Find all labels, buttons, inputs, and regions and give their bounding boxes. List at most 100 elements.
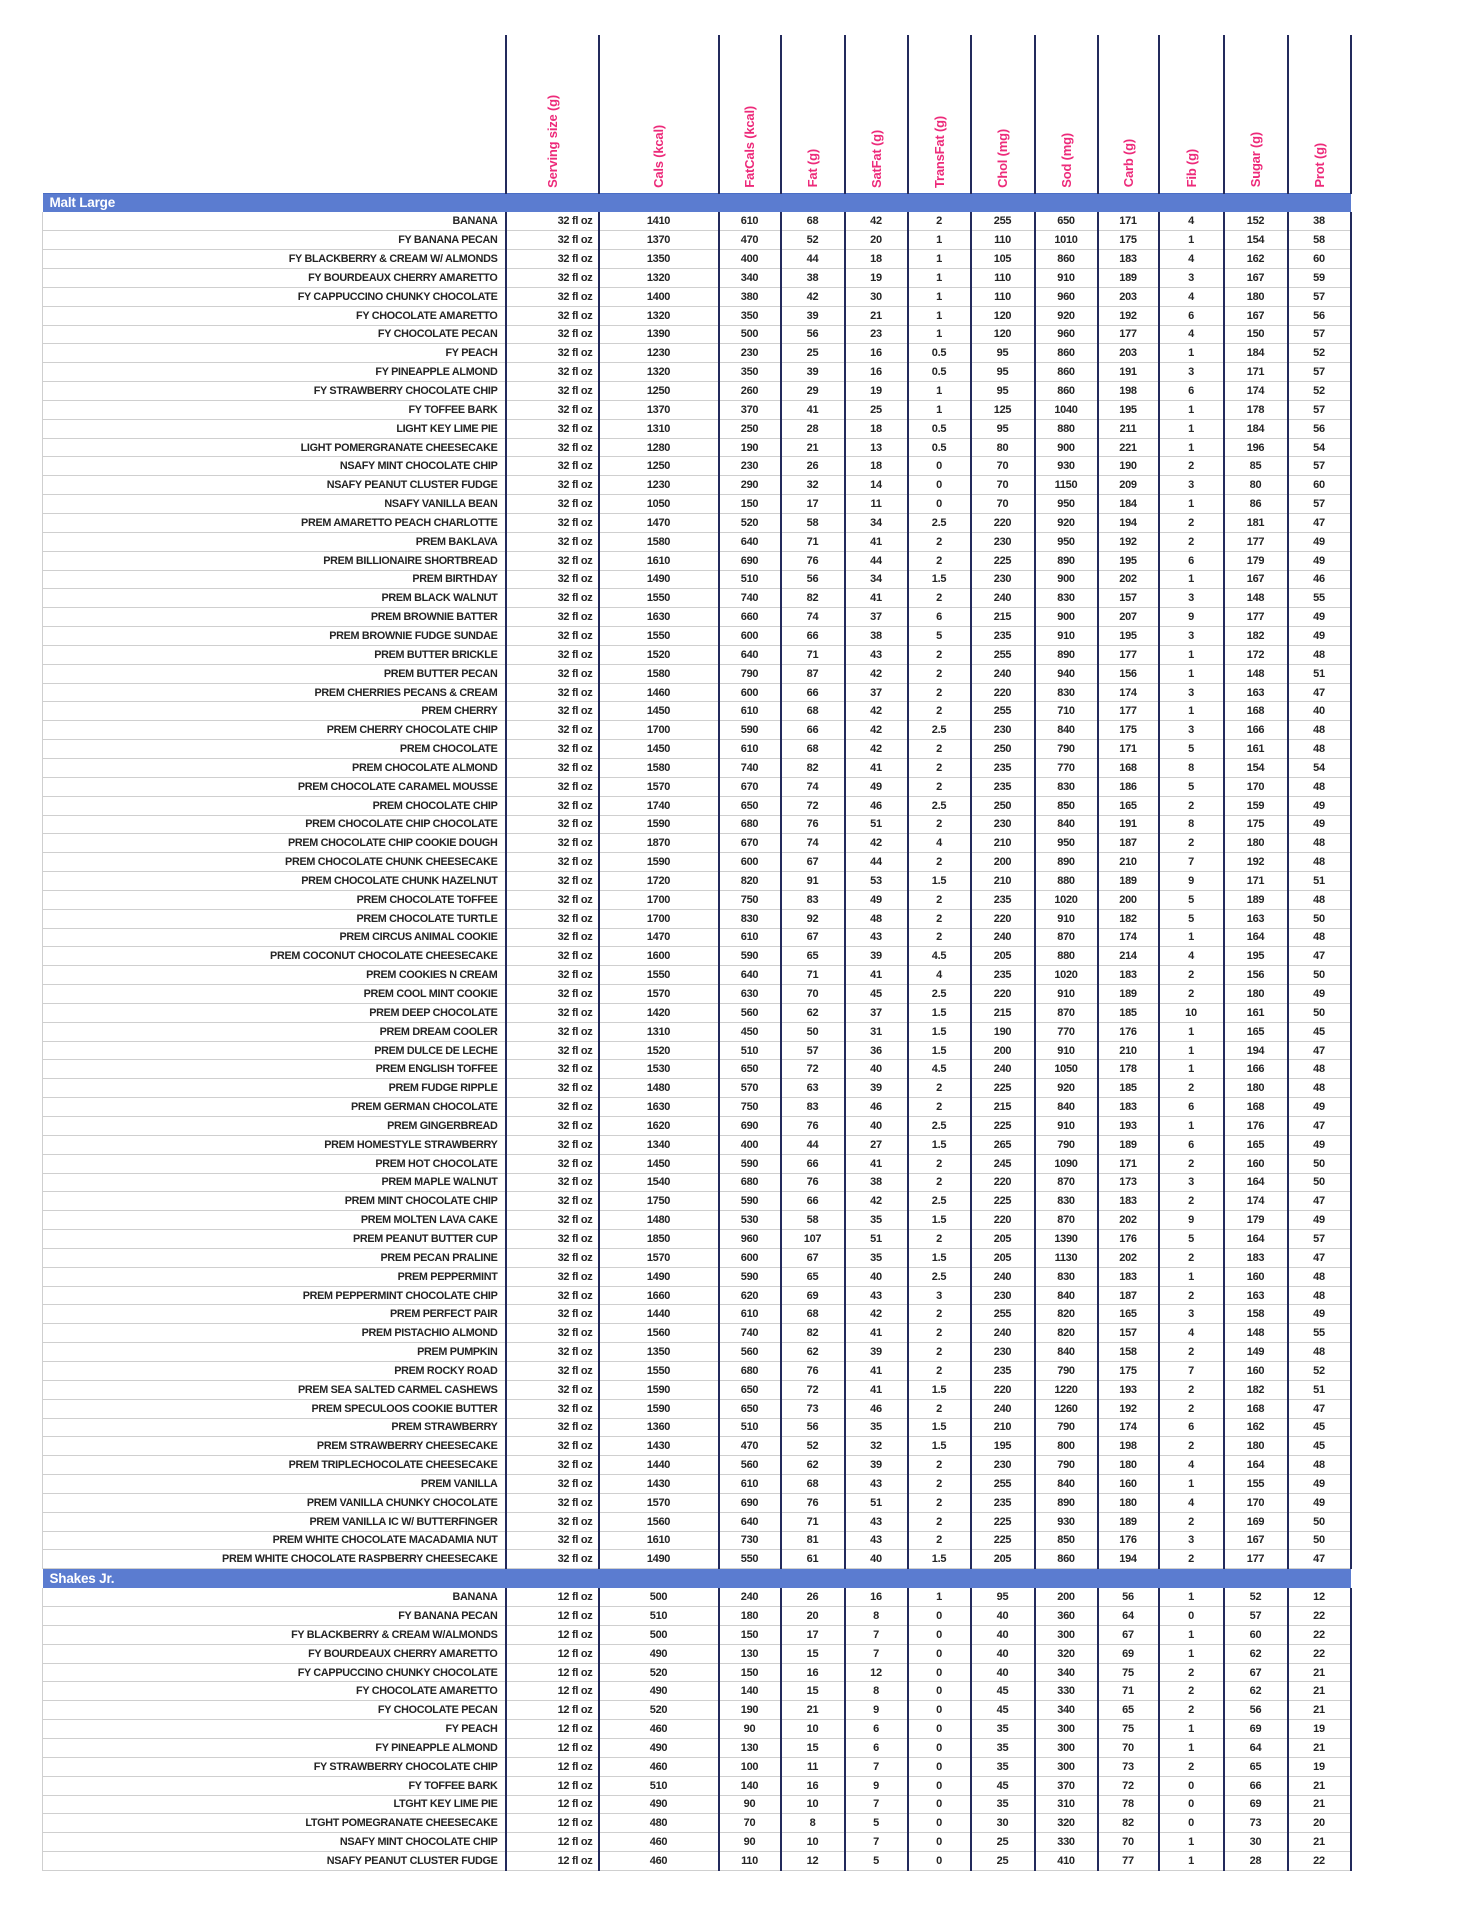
cell-fib: 2 [1157,1399,1224,1419]
cell-fat: 82 [779,588,845,609]
cell-prot: 47 [1286,1248,1352,1268]
cell-fatcals: 550 [717,1549,781,1570]
cell-chol: 235 [969,965,1035,986]
cell-prot: 56 [1286,306,1352,326]
table-header: Serving size (g) Cals (kcal) FatCals (kcal… [42,35,1352,193]
cell-sod: 370 [1033,1776,1098,1796]
cell-chol: 255 [969,1304,1035,1325]
item-name: PREM BUTTER PECAN [42,664,506,684]
cell-cals: 1590 [597,1380,719,1400]
cell-chol: 245 [969,1154,1035,1174]
table-row: FY STRAWBERRY CHOCOLATE CHIP 12 fl oz 460 1… [42,1757,1352,1777]
cell-sugar: 164 [1222,1455,1288,1476]
cell-fat: 83 [779,890,845,910]
cell-fib: 3 [1157,1531,1224,1551]
cell-carb: 178 [1096,1059,1159,1080]
cell-fatcals: 190 [717,438,781,458]
cell-fib: 4 [1157,249,1224,270]
cell-cals: 1700 [597,909,719,929]
item-name: LIGHT POMERGRANATE CHEESECAKE [42,438,506,458]
cell-chol: 230 [969,532,1035,552]
cell-sod: 840 [1033,1474,1098,1494]
cell-transfat: 1.5 [906,1022,971,1042]
cell-transfat: 2 [906,739,971,759]
cell-fatcals: 640 [717,965,781,986]
cell-fatcals: 140 [717,1681,781,1702]
cell-chol: 215 [969,1097,1035,1117]
cell-sugar: 67 [1222,1663,1288,1683]
item-name: PREM MINT CHOCOLATE CHIP [42,1191,506,1212]
table-row: PREM BROWNIE FUDGE SUNDAE 32 fl oz 1550 600… [42,626,1352,646]
item-name: PREM CHOCOLATE CARAMEL MOUSSE [42,777,506,797]
serving-size: 32 fl oz [504,362,599,383]
serving-size: 32 fl oz [504,475,599,496]
cell-sod: 840 [1033,815,1098,835]
cell-satfat: 42 [843,212,908,232]
cell-carb: 210 [1096,852,1159,873]
table-row: PREM HOT CHOCOLATE 32 fl oz 1450 590 66 41 2 24… [42,1154,1352,1174]
cell-satfat: 23 [843,325,908,345]
cell-fib: 1 [1157,664,1224,684]
cell-transfat: 2 [906,588,971,609]
cell-prot: 57 [1286,362,1352,383]
table-row: PREM CHOCOLATE CHIP 32 fl oz 1740 650 72 46 2.… [42,796,1352,816]
cell-chol: 230 [969,815,1035,835]
cell-fatcals: 650 [717,796,781,816]
item-name: PREM BROWNIE BATTER [42,607,506,628]
cell-sugar: 174 [1222,381,1288,401]
column-header-label: Sugar (g) [1248,132,1263,188]
cell-fib: 2 [1157,532,1224,552]
table-row: PREM ENGLISH TOFFEE 32 fl oz 1530 650 72 40 4.… [42,1059,1352,1080]
cell-chol: 220 [969,1380,1035,1400]
cell-chol: 230 [969,720,1035,741]
cell-satfat: 42 [843,1304,908,1325]
cell-cals: 1590 [597,852,719,873]
serving-size: 32 fl oz [504,419,599,439]
cell-fat: 82 [779,758,845,778]
cell-sugar: 148 [1222,588,1288,609]
item-name: FY CAPPUCCINO CHUNKY CHOCOLATE [42,1663,506,1683]
item-name: PREM TRIPLECHOCOLATE CHEESECAKE [42,1455,506,1476]
cell-prot: 19 [1286,1757,1352,1777]
cell-carb: 176 [1096,1531,1159,1551]
cell-prot: 48 [1286,1059,1352,1080]
cell-fat: 76 [779,1493,845,1513]
cell-sod: 830 [1033,1267,1098,1287]
column-header-label: TransFat (g) [931,115,947,188]
cell-carb: 180 [1096,1493,1159,1513]
column-header-label: FatCals (kcal) [742,105,757,188]
cell-satfat: 53 [843,871,908,891]
cell-transfat: 0 [906,1813,971,1834]
cell-sugar: 148 [1222,664,1288,684]
cell-fatcals: 530 [717,1210,781,1231]
cell-fatcals: 610 [717,928,781,948]
cell-prot: 21 [1286,1832,1352,1853]
cell-sod: 890 [1033,1493,1098,1513]
cell-fat: 76 [779,1361,845,1381]
cell-sod: 1040 [1033,400,1098,420]
cell-carb: 185 [1096,1078,1159,1099]
cell-carb: 189 [1096,871,1159,891]
cell-carb: 192 [1096,532,1159,552]
column-header-label: Fib (g) [1183,149,1199,188]
cell-fatcals: 590 [717,1267,781,1287]
cell-prot: 38 [1286,212,1352,232]
cell-sod: 790 [1033,1418,1098,1438]
table-row: FY BANANA PECAN 32 fl oz 1370 470 52 20 1 110 10… [42,230,1352,251]
table-row: NSAFY VANILLA BEAN 32 fl oz 1050 150 17 11 0 70… [42,494,1352,514]
item-name: FY CHOCOLATE PECAN [42,325,506,345]
cell-fat: 68 [779,1304,845,1325]
cell-sugar: 166 [1222,720,1288,741]
cell-cals: 1580 [597,532,719,552]
cell-prot: 50 [1286,1173,1352,1193]
serving-size: 32 fl oz [504,1078,599,1099]
item-name: FY BLACKBERRY & CREAM W/ALMONDS [42,1625,506,1645]
cell-fat: 66 [779,1154,845,1174]
cell-fib: 1 [1157,928,1224,948]
cell-fib: 0 [1157,1813,1224,1834]
cell-fatcals: 350 [717,306,781,326]
cell-carb: 200 [1096,890,1159,910]
cell-fatcals: 520 [717,513,781,533]
cell-fat: 76 [779,1173,845,1193]
table-row: PREM CHERRIES PECANS & CREAM 32 fl oz 1460… [42,683,1352,703]
